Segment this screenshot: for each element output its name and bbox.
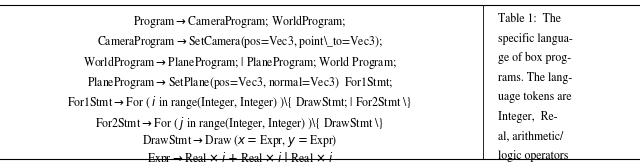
Text: specific langua-: specific langua- bbox=[498, 33, 573, 45]
Text: uage tokens are: uage tokens are bbox=[498, 91, 572, 103]
Text: Integer,  Re-: Integer, Re- bbox=[498, 111, 557, 123]
Text: For1Stmt$\rightarrow$For ( $i$ in range(Integer, Integer) )\{ DrawStmt; | For2St: For1Stmt$\rightarrow$For ( $i$ in range(… bbox=[67, 94, 413, 111]
Text: WorldProgram$\rightarrow$PlaneProgram; | PlaneProgram; World Program;: WorldProgram$\rightarrow$PlaneProgram; |… bbox=[83, 54, 397, 71]
Text: For2Stmt$\rightarrow$For ( $j$ in range(Integer, Integer) )\{ DrawStmt \}: For2Stmt$\rightarrow$For ( $j$ in range(… bbox=[95, 115, 385, 132]
Text: DrawStmt$\rightarrow$Draw ($x$$=$Expr, $y$$=$Expr): DrawStmt$\rightarrow$Draw ($x$$=$Expr, $… bbox=[142, 133, 338, 149]
Text: logic operators: logic operators bbox=[498, 150, 568, 162]
Text: Program$\rightarrow$CameraProgram; WorldProgram;: Program$\rightarrow$CameraProgram; World… bbox=[133, 13, 347, 30]
Text: Table 1:  The: Table 1: The bbox=[498, 14, 561, 25]
Text: Expr$\rightarrow$Real $\times$ $i$ $+$ Real $\times$ $j$ $|$ Real $\times$ $i$: Expr$\rightarrow$Real $\times$ $i$ $+$ R… bbox=[147, 150, 333, 162]
Text: ge of box prog-: ge of box prog- bbox=[498, 52, 571, 64]
Text: al, arithmetic/: al, arithmetic/ bbox=[498, 130, 563, 142]
Text: PlaneProgram$\rightarrow$SetPlane(pos=Vec3, normal=Vec3)  For1Stmt;: PlaneProgram$\rightarrow$SetPlane(pos=Ve… bbox=[87, 75, 393, 91]
Text: CameraProgram$\rightarrow$SetCamera(pos=Vec3, point\_to=Vec3);: CameraProgram$\rightarrow$SetCamera(pos=… bbox=[97, 34, 383, 50]
Text: rams. The lang-: rams. The lang- bbox=[498, 72, 572, 84]
